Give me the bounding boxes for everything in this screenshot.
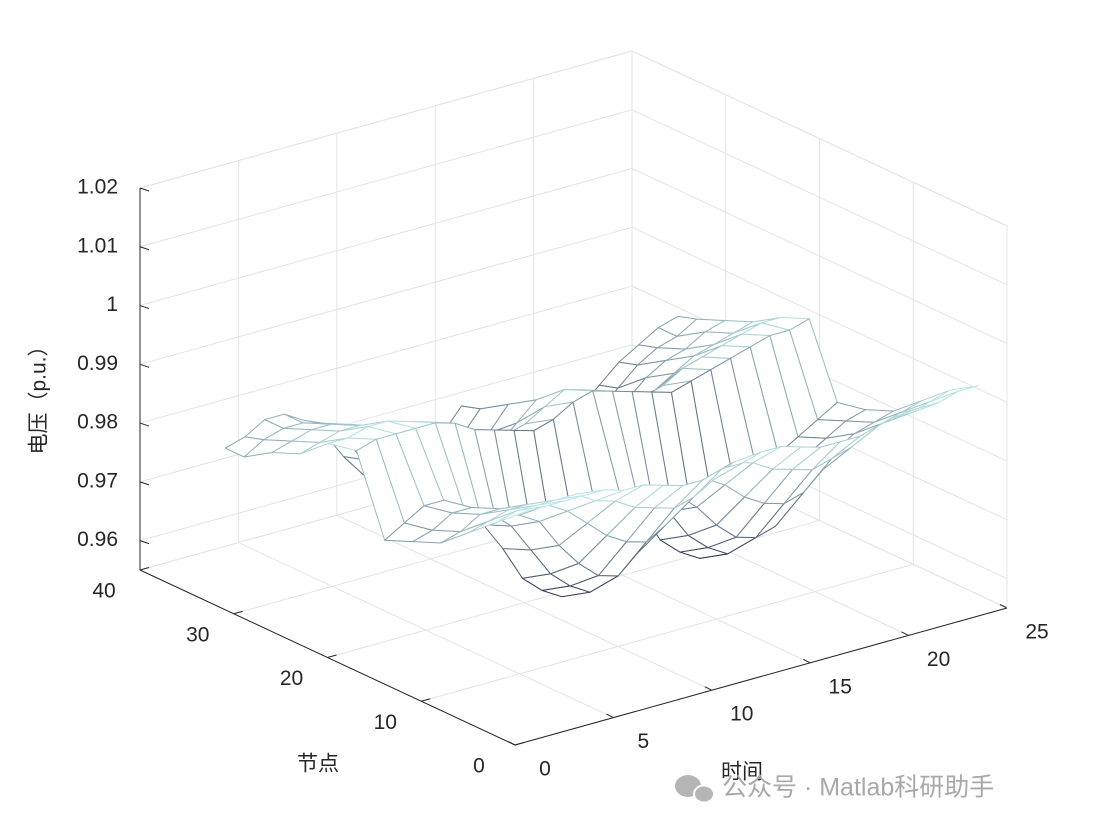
x-axis — [514, 607, 1008, 746]
z-tick — [139, 363, 150, 368]
x-tick-label: 10 — [730, 703, 753, 726]
grid-line — [139, 50, 633, 189]
grid-line — [139, 226, 633, 365]
y-tick-label: 10 — [374, 711, 397, 734]
grid-line — [631, 50, 1008, 227]
y-tick-label: 0 — [473, 755, 485, 778]
watermark: 公众号 · Matlab科研助手 — [722, 774, 994, 802]
x-tick — [704, 686, 713, 691]
z-axis-label: 电压（p.u.） — [28, 335, 51, 454]
y-tick-label: 30 — [186, 623, 209, 646]
x-tick-label: 15 — [829, 675, 852, 698]
z-tick-label: 1.01 — [77, 234, 118, 257]
grid-line — [139, 168, 633, 307]
z-tick — [139, 246, 150, 251]
x-tick — [999, 604, 1008, 609]
grid-line — [631, 109, 1008, 286]
z-tick-label: 0.97 — [77, 469, 118, 492]
z-tick — [139, 540, 150, 545]
x-tick-label: 5 — [638, 730, 650, 753]
grid-line — [139, 344, 633, 483]
x-tick — [802, 658, 811, 664]
x-tick — [606, 713, 614, 719]
grid-line — [631, 168, 1008, 344]
z-tick-label: 0.99 — [77, 352, 118, 375]
x-tick-label: 20 — [927, 648, 950, 671]
y-axis — [139, 569, 516, 746]
x-axis-label: 时间 — [721, 761, 763, 784]
z-tick-label: 0.96 — [77, 528, 118, 551]
y-tick — [327, 654, 337, 658]
z-tick — [139, 187, 150, 192]
y-tick — [139, 567, 150, 571]
x-tick — [901, 631, 909, 636]
z-tick — [139, 305, 150, 310]
grid-line — [139, 285, 633, 424]
z-tick — [139, 422, 150, 427]
watermark-icon — [675, 775, 715, 804]
z-tick-label: 0.98 — [77, 411, 118, 434]
z-tick-label: 1 — [106, 293, 118, 316]
y-tick — [421, 698, 431, 702]
surface-cell — [901, 389, 951, 413]
x-tick-label: 0 — [539, 758, 551, 781]
grid-line — [421, 563, 914, 702]
x-tick-label: 25 — [1025, 621, 1048, 644]
grid-line — [139, 109, 633, 248]
grid-line — [631, 226, 1008, 403]
y-tick-label: 40 — [92, 580, 115, 603]
z-tick-label: 1.02 — [77, 176, 118, 199]
y-tick — [233, 610, 243, 615]
y-tick-label: 20 — [280, 667, 303, 690]
z-tick — [139, 481, 150, 486]
y-axis-label: 节点 — [297, 753, 339, 776]
surface-cell — [496, 505, 546, 523]
